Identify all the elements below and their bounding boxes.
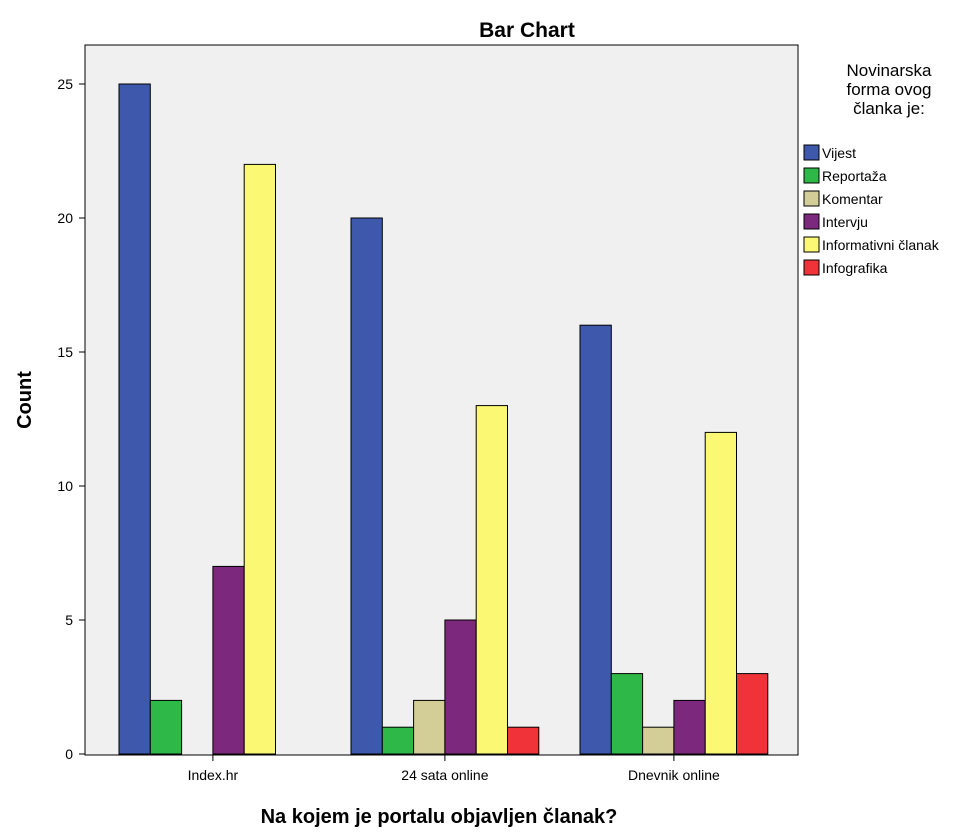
x-axis: Index.hr 24 sata online Dnevnik online	[188, 755, 720, 783]
bar-informativni-članak-0	[243, 163, 276, 755]
bar-reportaža-0	[149, 699, 183, 755]
bar-informativni-članak-2	[704, 431, 738, 755]
legend-swatch	[803, 167, 820, 184]
legend-label: Reportaža	[822, 168, 887, 184]
bar-intervju-0	[212, 565, 245, 755]
legend-label: Infografika	[822, 260, 888, 276]
bar-vijest-1	[350, 217, 383, 755]
bar-intervju-2	[673, 699, 706, 755]
legend-swatch	[803, 213, 820, 230]
legend-title-line: forma ovog	[846, 80, 931, 99]
x-tick-label: 24 sata online	[401, 767, 488, 783]
legend-label: Vijest	[822, 145, 856, 161]
y-tick-label: 20	[57, 210, 73, 226]
legend-title-line: članka je:	[853, 99, 925, 118]
y-tick-label: 25	[57, 76, 73, 92]
bar-vijest-2	[579, 324, 612, 755]
bars-group	[118, 83, 769, 755]
y-tick-label: 10	[57, 478, 73, 494]
y-axis: 0 5 10 15 20 25	[57, 76, 85, 762]
bar-reportaža-2	[610, 673, 644, 755]
legend-title-line: Novinarska	[846, 61, 932, 80]
x-tick-label: Dnevnik online	[628, 767, 720, 783]
x-tick-label: Index.hr	[188, 767, 239, 783]
chart-title: Bar Chart	[479, 19, 575, 42]
legend-label: Intervju	[822, 214, 868, 230]
bar-komentar-2	[642, 726, 675, 755]
bar-infografika-1	[507, 726, 540, 755]
y-tick-label: 15	[57, 344, 73, 360]
legend-swatch	[803, 259, 820, 276]
x-axis-label: Na kojem je portalu objavljen članak?	[261, 806, 618, 828]
legend-swatch	[803, 190, 820, 207]
bar-komentar-1	[413, 699, 446, 755]
y-tick-label: 5	[65, 612, 73, 628]
bar-vijest-0	[118, 83, 151, 755]
legend-swatch	[803, 236, 820, 253]
y-axis-label: Count	[14, 371, 36, 429]
legend-swatch	[803, 144, 820, 161]
bar-informativni-članak-1	[475, 405, 509, 755]
plot-area	[84, 44, 799, 756]
y-tick-label: 0	[65, 746, 73, 762]
legend-label: Komentar	[822, 191, 883, 207]
bar-infografika-2	[736, 673, 769, 755]
bar-reportaža-1	[381, 726, 415, 755]
legend-label: Informativni članak	[822, 237, 940, 253]
bar-intervju-1	[444, 619, 477, 755]
